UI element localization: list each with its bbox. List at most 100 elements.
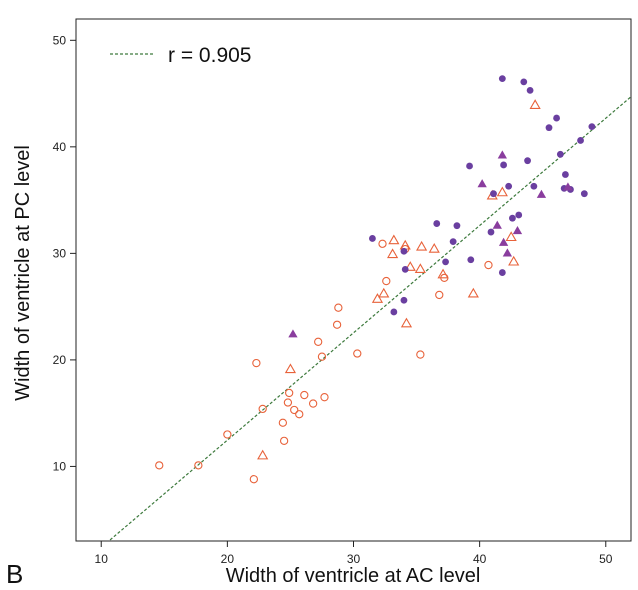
data-point-filled-triangle: [498, 237, 509, 246]
data-point-open-circle: [308, 399, 318, 408]
data-point-open-circle: [285, 388, 294, 398]
fit-line: [109, 96, 632, 541]
data-point-filled-triangle: [563, 182, 573, 191]
data-point-open-circle: [314, 337, 323, 346]
data-point-filled-circle: [467, 256, 475, 264]
data-point-filled-circle: [505, 182, 513, 190]
plot-frame: [75, 18, 632, 542]
data-point-open-circle: [334, 303, 343, 312]
data-point-open-triangle: [404, 261, 416, 271]
data-point-filled-circle: [449, 238, 457, 246]
x-tick-label: 50: [599, 552, 613, 566]
data-point-open-triangle: [400, 317, 413, 328]
data-point-filled-circle: [390, 308, 398, 316]
data-point-open-circle: [382, 276, 391, 286]
x-tick-label: 20: [221, 552, 235, 566]
data-point-open-circle: [223, 430, 232, 439]
data-point-filled-circle: [401, 265, 409, 273]
data-point-filled-circle: [545, 124, 553, 132]
data-point-filled-circle: [520, 78, 528, 86]
data-point-filled-circle: [442, 258, 449, 266]
data-point-open-triangle: [505, 231, 517, 242]
data-point-filled-circle: [553, 114, 560, 122]
data-point-open-triangle: [284, 363, 297, 374]
data-point-open-triangle: [257, 449, 269, 460]
data-point-open-triangle: [529, 99, 541, 109]
data-point-filled-circle: [524, 157, 531, 165]
data-point-open-triangle: [428, 243, 440, 253]
data-point-open-circle: [249, 475, 259, 484]
data-point-open-circle: [300, 390, 309, 400]
data-point-filled-circle: [509, 214, 516, 222]
y-axis-title: Width of ventricle at PC level: [12, 145, 34, 401]
data-point-open-circle: [378, 239, 387, 248]
data-point-filled-triangle: [502, 248, 513, 257]
y-tick-label: 30: [53, 246, 67, 260]
data-point-open-circle: [194, 461, 203, 470]
data-point-open-circle: [295, 410, 304, 419]
panel-label: B: [6, 559, 23, 589]
data-point-filled-circle: [400, 296, 408, 304]
data-point-open-circle: [317, 352, 327, 361]
data-point-filled-circle: [498, 75, 506, 83]
data-point-open-triangle: [371, 293, 384, 303]
data-point-filled-circle: [490, 190, 497, 198]
y-tick-label: 50: [53, 33, 67, 47]
data-point-filled-circle: [400, 247, 408, 255]
data-point-open-circle: [279, 436, 289, 446]
data-point-filled-circle: [556, 150, 564, 158]
data-point-filled-circle: [577, 137, 584, 144]
data-point-open-triangle: [388, 234, 400, 245]
x-axis-title: Width of ventricle at AC level: [226, 565, 481, 587]
data-point-open-triangle: [437, 268, 449, 279]
data-point-open-circle: [252, 358, 261, 368]
data-point-filled-circle: [500, 161, 508, 169]
data-point-filled-triangle: [288, 329, 298, 338]
x-tick-label: 40: [473, 552, 487, 566]
data-point-open-circle: [484, 260, 493, 270]
data-point-open-circle: [332, 320, 342, 329]
data-point-open-triangle: [378, 287, 390, 298]
data-point-filled-circle: [487, 228, 495, 236]
data-point-open-circle: [290, 405, 299, 415]
legend-label: r = 0.905: [168, 44, 251, 67]
data-point-open-triangle: [508, 255, 520, 266]
data-point-open-circle: [320, 393, 329, 402]
data-point-filled-triangle: [477, 179, 487, 188]
data-point-filled-circle: [526, 86, 534, 94]
data-point-open-triangle: [467, 287, 479, 298]
data-point-open-triangle: [416, 240, 428, 251]
data-point-filled-circle: [580, 190, 588, 198]
data-point-open-circle: [278, 418, 288, 427]
data-point-open-circle: [155, 461, 164, 470]
axis-ticks: 10 20 30 40 50 10 20 30 40 50: [53, 33, 613, 566]
data-point-open-circle: [416, 350, 425, 359]
data-point-open-circle: [353, 349, 362, 358]
data-point-open-circle: [283, 398, 293, 407]
y-tick-label: 40: [53, 140, 67, 154]
data-point-filled-circle: [466, 162, 473, 170]
data-point-filled-circle: [515, 211, 523, 219]
data-point-filled-circle: [530, 182, 538, 190]
data-point-filled-circle: [433, 220, 441, 227]
data-point-filled-triangle: [497, 150, 507, 159]
data-point-open-circle: [258, 404, 267, 414]
x-tick-label: 10: [95, 552, 109, 566]
data-point-filled-triangle: [536, 189, 547, 198]
data-point-filled-circle: [562, 171, 569, 178]
y-tick-label: 10: [53, 459, 67, 473]
data-point-filled-circle: [453, 222, 461, 230]
data-point-open-triangle: [387, 248, 399, 259]
x-tick-label: 30: [347, 552, 361, 566]
data-point-open-triangle: [496, 186, 508, 197]
data-point-filled-circle: [588, 123, 596, 130]
data-point-filled-circle: [498, 269, 506, 276]
data-point-filled-triangle: [512, 225, 523, 235]
data-point-open-triangle: [414, 263, 426, 273]
data-point-open-circle: [435, 290, 444, 300]
data-point-filled-triangle: [492, 220, 502, 229]
data-points: [155, 75, 596, 484]
y-tick-label: 20: [53, 353, 67, 367]
data-point-filled-circle: [369, 235, 376, 242]
